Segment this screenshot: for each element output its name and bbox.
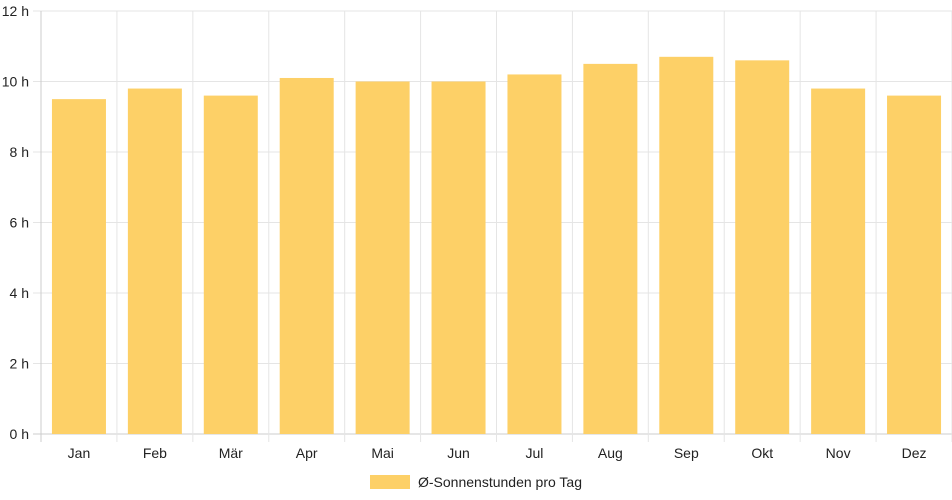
- x-tick-label: Jul: [526, 445, 544, 461]
- y-tick-label: 6 h: [10, 215, 29, 231]
- x-tick-label: Jun: [447, 445, 470, 461]
- bar: [279, 77, 334, 434]
- x-tick-label: Mär: [219, 445, 243, 461]
- bar: [735, 60, 790, 434]
- y-axis-ticks: 0 h 2 h 4 h 6 h 8 h 10 h 12 h: [2, 3, 29, 442]
- bars: [51, 56, 942, 435]
- y-tick-label: 8 h: [10, 144, 29, 160]
- x-axis-ticks: Jan Feb Mär Apr Mai Jun Jul Aug Sep Okt Nov Dez: [68, 445, 927, 461]
- bar: [203, 95, 258, 434]
- x-tick-label: Aug: [598, 445, 623, 461]
- bar: [811, 88, 866, 435]
- y-tick-label: 0 h: [10, 426, 29, 442]
- bar: [355, 81, 410, 434]
- x-tick-label: Jan: [68, 445, 91, 461]
- x-tick-label: Okt: [751, 445, 773, 461]
- x-tick-label: Sep: [674, 445, 699, 461]
- legend-label: Ø-Sonnenstunden pro Tag: [418, 474, 582, 490]
- bar: [127, 88, 182, 435]
- legend[interactable]: Ø-Sonnenstunden pro Tag: [0, 472, 952, 492]
- bar: [431, 81, 486, 434]
- legend-swatch: [370, 475, 410, 489]
- y-tick-label: 12 h: [2, 3, 29, 19]
- x-tick-label: Mai: [371, 445, 394, 461]
- grid-lines: [33, 10, 952, 442]
- x-tick-label: Nov: [826, 445, 851, 461]
- bar: [507, 74, 562, 434]
- x-tick-label: Feb: [143, 445, 167, 461]
- x-tick-label: Dez: [902, 445, 927, 461]
- y-tick-label: 10 h: [2, 74, 29, 90]
- y-tick-label: 2 h: [10, 356, 29, 372]
- bar: [887, 95, 942, 434]
- bar-chart: 0 h2 h4 h6 h8 h10 h12 h Jan Feb Mär Apr Mai J…: [2, 3, 952, 461]
- x-tick-label: Apr: [296, 445, 318, 461]
- bar: [583, 63, 638, 434]
- bar: [51, 99, 106, 434]
- y-tick-label: 4 h: [10, 285, 29, 301]
- bar: [659, 56, 714, 434]
